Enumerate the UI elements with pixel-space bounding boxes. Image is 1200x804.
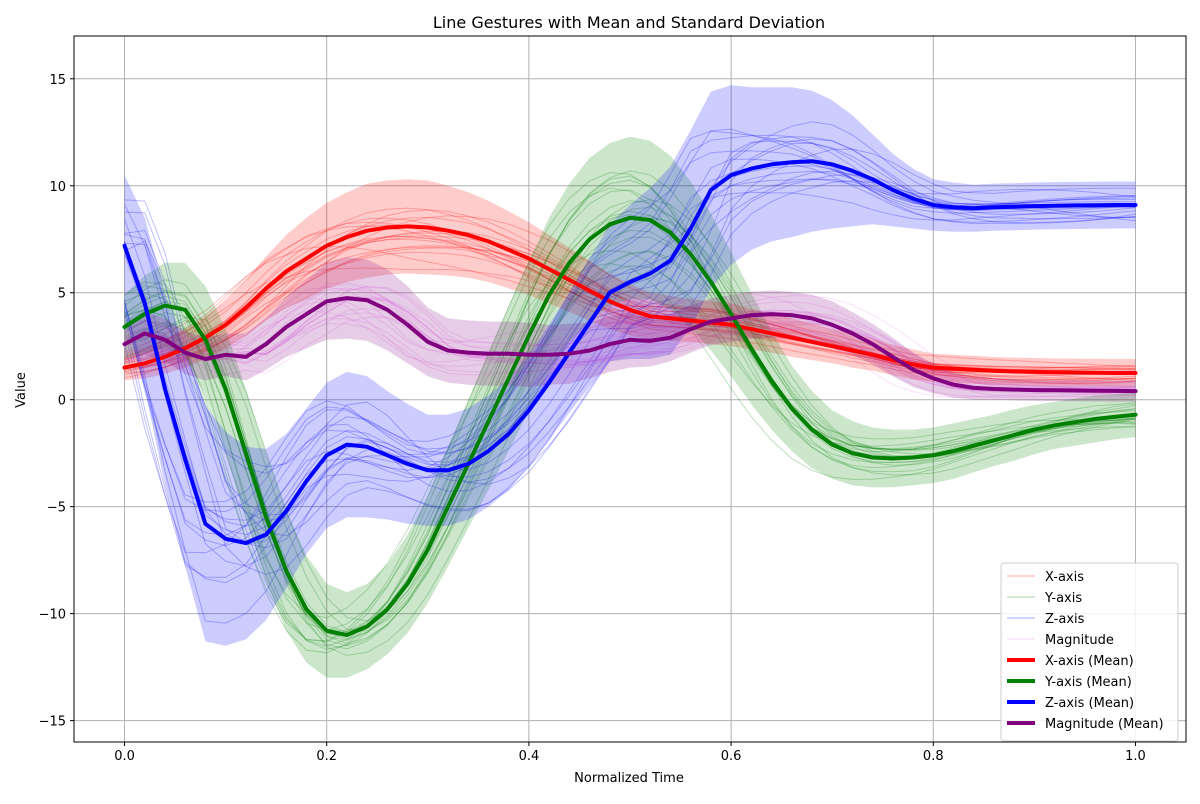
- trial-line: [124, 281, 1136, 391]
- trial-line: [124, 180, 1136, 516]
- trial-line: [124, 134, 1136, 536]
- legend-label: Y-axis: [1044, 591, 1082, 606]
- legend-label: X-axis: [1045, 570, 1084, 585]
- trial-line: [124, 251, 1136, 375]
- y-tick-label: 5: [58, 287, 66, 302]
- trial-line: [124, 251, 1136, 647]
- chart-title: Line Gestures with Mean and Standard Dev…: [433, 13, 825, 32]
- legend-label: Magnitude: [1045, 633, 1114, 648]
- grid: [74, 36, 1186, 742]
- trial-line: [124, 308, 1136, 389]
- trial-line: [124, 191, 1136, 513]
- mean-line: [122, 224, 1138, 375]
- trial-line: [124, 230, 1136, 373]
- trial-line: [124, 215, 1136, 381]
- legend-label: X-axis (Mean): [1045, 654, 1134, 669]
- y-axis-label: Value: [14, 372, 29, 408]
- trial-line: [124, 206, 1136, 650]
- std-band: [124, 136, 1136, 678]
- legend-label: Y-axis (Mean): [1044, 675, 1132, 690]
- trial-line: [124, 295, 1136, 390]
- trial-line: [124, 308, 1136, 399]
- trial-line: [124, 170, 1136, 635]
- trial-line: [124, 217, 1136, 377]
- trial-line: [124, 199, 1136, 622]
- trial-line: [124, 246, 1136, 380]
- y-tick-label: 10: [49, 180, 66, 195]
- trial-line: [124, 224, 1136, 371]
- y-tick-label: 15: [49, 73, 66, 88]
- x-tick-label: 0.8: [923, 749, 944, 764]
- y-tick-label: −15: [39, 715, 66, 730]
- trial-line: [124, 297, 1136, 392]
- trial-line: [124, 217, 1136, 656]
- legend-label: Z-axis (Mean): [1045, 696, 1134, 711]
- trial-line: [124, 170, 1136, 503]
- trial-line: [124, 214, 1136, 647]
- x-tick-label: 0.0: [114, 749, 135, 764]
- trial-line: [124, 138, 1136, 485]
- trial-line: [124, 283, 1136, 393]
- trial-line: [124, 238, 1136, 369]
- trial-line: [124, 245, 1136, 371]
- y-tick-label: 0: [58, 394, 66, 409]
- trial-line: [124, 262, 1136, 631]
- trial-line: [124, 200, 1136, 637]
- x-axis-label: Normalized Time: [574, 771, 684, 786]
- trial-line: [124, 295, 1136, 388]
- legend-label: Magnitude (Mean): [1045, 717, 1164, 732]
- trial-line: [124, 286, 1136, 384]
- x-tick-label: 0.4: [519, 749, 540, 764]
- x-tick-label: 0.6: [721, 749, 742, 764]
- x-tick-label: 0.2: [316, 749, 337, 764]
- trial-line: [124, 171, 1136, 642]
- trial-line: [124, 249, 1136, 619]
- trial-line: [124, 229, 1136, 641]
- std-bands: [124, 85, 1136, 678]
- individual-trials: [124, 121, 1136, 656]
- mean-line: [122, 296, 1138, 394]
- trial-line: [124, 267, 1136, 382]
- y-tick-label: −5: [47, 501, 66, 516]
- plot-frame: [73, 35, 1187, 743]
- trial-line: [124, 175, 1136, 650]
- trial-line: [124, 189, 1136, 654]
- trial-line: [124, 301, 1136, 393]
- legend-label: Z-axis: [1045, 612, 1085, 627]
- y-tick-label: −10: [39, 608, 66, 623]
- legend-box: [1000, 562, 1179, 742]
- trial-line: [124, 136, 1136, 537]
- mean-lines: [122, 159, 1138, 637]
- trial-line: [124, 148, 1136, 576]
- trial-line: [124, 292, 1136, 398]
- x-tick-label: 1.0: [1125, 749, 1146, 764]
- trial-line: [124, 130, 1136, 584]
- legend: X-axis Y-axis Z-axis Magnitude X-axis (Mean)…: [1000, 562, 1179, 742]
- trial-line: [124, 158, 1136, 546]
- std-band: [124, 85, 1136, 646]
- trial-line: [124, 312, 1136, 391]
- std-band: [124, 179, 1136, 387]
- trial-line: [124, 309, 1136, 390]
- mean-line: [122, 159, 1138, 545]
- trial-line: [124, 288, 1136, 396]
- mean-line: [122, 215, 1138, 637]
- std-band: [124, 257, 1136, 402]
- trial-line: [124, 287, 1136, 392]
- trial-line: [124, 187, 1136, 643]
- trial-line: [124, 140, 1136, 522]
- trial-line: [124, 170, 1136, 527]
- trial-line: [124, 165, 1136, 536]
- axis-ticks: 0.0 0.2 0.4 0.6 0.8 1.0 −15 −10 −5 0 5 10 15: [39, 73, 1146, 764]
- trial-line: [124, 296, 1136, 398]
- trial-line: [124, 245, 1136, 384]
- trial-line: [124, 247, 1136, 379]
- trial-line: [124, 121, 1136, 492]
